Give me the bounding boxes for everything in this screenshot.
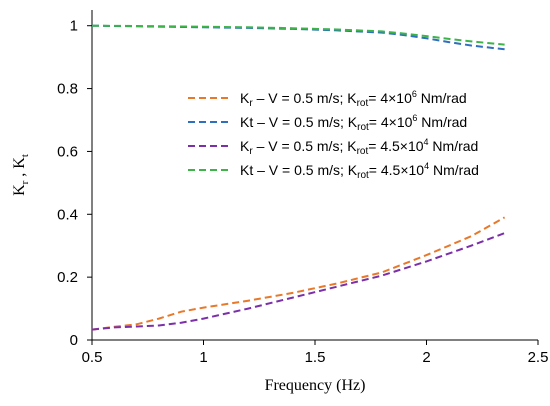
x-tick-label: 1 [199, 349, 207, 366]
legend-item: Kt – V = 0.5 m/s; Krot= 4.5×104 Nm/rad [188, 161, 479, 181]
y-tick-label: 0.6 [57, 143, 78, 160]
series-line [91, 216, 506, 331]
legend-label: Kr – V = 0.5 m/s; Krot= 4×106 Nm/rad [240, 89, 467, 109]
y-axis-title-k2: K [11, 157, 28, 169]
legend-item: Kr – V = 0.5 m/s; Krot= 4×106 Nm/rad [188, 89, 467, 109]
y-tick-label: 0 [70, 332, 78, 349]
y-axis-title: Kr , Kt [11, 154, 31, 196]
y-axis-title-sub1: r [19, 180, 31, 184]
y-axis-title-k1: K [11, 184, 28, 196]
legend-label: Kt – V = 0.5 m/s; Krot= 4.5×104 Nm/rad [240, 161, 479, 181]
y-axis-title-sub2: t [19, 154, 31, 157]
legend-label: Kr – V = 0.5 m/s; Krot= 4.5×104 Nm/rad [240, 137, 478, 157]
x-tick-label: 2.5 [528, 349, 549, 366]
series-line [91, 24, 505, 46]
legend-item: Kt – V = 0.5 m/s; Krot= 4×106 Nm/rad [188, 113, 467, 133]
legend-label: Kt – V = 0.5 m/s; Krot= 4×106 Nm/rad [240, 113, 467, 133]
y-axis-title-sep: , [11, 169, 28, 181]
legend: Kr – V = 0.5 m/s; Krot= 4×106 Nm/rad Kt –… [188, 89, 479, 181]
y-tick-label: 0.8 [57, 81, 78, 98]
series-line [91, 24, 505, 51]
x-tick-label: 0.5 [82, 349, 103, 366]
x-tick-label: 1.5 [305, 349, 326, 366]
series-line [91, 232, 505, 331]
plot-area: 0.5 1 1.5 2 2.5 0 0.2 0.4 0.6 0.8 1 [57, 10, 548, 366]
x-ticks: 0.5 1 1.5 2 2.5 [82, 340, 549, 366]
y-tick-label: 0.2 [57, 269, 78, 286]
legend-item: Kr – V = 0.5 m/s; Krot= 4.5×104 Nm/rad [188, 137, 478, 157]
x-tick-label: 2 [422, 349, 430, 366]
y-tick-label: 0.4 [57, 206, 78, 223]
y-tick-label: 1 [70, 18, 78, 35]
x-axis-title: Frequency (Hz) [265, 377, 366, 394]
y-ticks: 0 0.2 0.4 0.6 0.8 1 [57, 18, 92, 349]
series-lines [91, 24, 506, 331]
